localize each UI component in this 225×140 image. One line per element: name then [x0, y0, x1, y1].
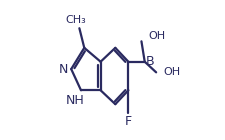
- Text: N: N: [58, 63, 68, 76]
- Text: OH: OH: [164, 67, 181, 77]
- Text: NH: NH: [66, 94, 85, 107]
- Text: F: F: [125, 115, 132, 128]
- Text: B: B: [146, 55, 155, 68]
- Text: CH₃: CH₃: [66, 15, 86, 25]
- Text: OH: OH: [149, 31, 166, 41]
